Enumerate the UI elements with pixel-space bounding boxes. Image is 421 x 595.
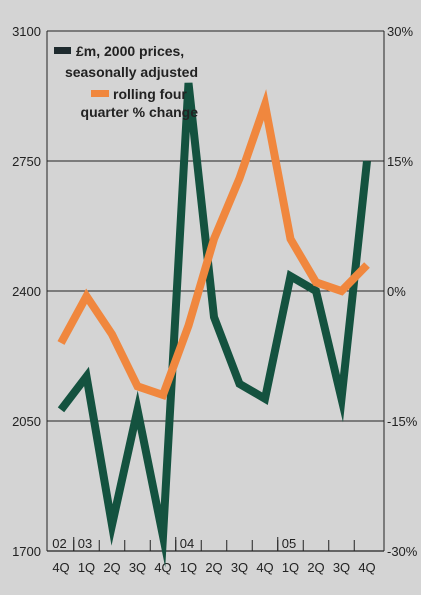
left-tick-label: 1700 [12,544,41,559]
x-tick-label: 4Q [52,560,69,575]
legend-swatch-gbp [54,47,71,54]
legend-label-pct-line1: rolling four [113,86,187,102]
x-tick-label: 4Q [154,560,171,575]
right-tick-label: 15% [387,154,413,169]
right-tick-label: -15% [387,414,418,429]
year-label: 04 [180,536,194,551]
right-tick-label: 30% [387,24,413,39]
left-tick-label: 3100 [12,24,41,39]
x-tick-label: 2Q [307,560,324,575]
series-line-gbp [57,82,371,568]
x-tick-label: 3Q [333,560,350,575]
x-tick-label: 4Q [358,560,375,575]
x-tick-label: 4Q [256,560,273,575]
x-tick-label: 1Q [78,560,95,575]
left-tick-label: 2750 [12,154,41,169]
x-tick-label: 1Q [180,560,197,575]
x-tick-label: 2Q [103,560,120,575]
left-tick-label: 2400 [12,284,41,299]
right-tick-label: -30% [387,544,418,559]
legend-label-pct-line2: quarter % change [81,104,199,120]
right-tick-label: 0% [387,284,406,299]
x-tick-label: 3Q [129,560,146,575]
year-label: 05 [282,536,296,551]
series-line-pct-change [57,89,370,401]
year-label: 02 [52,536,66,551]
legend-label-gbp-line2: seasonally adjusted [65,64,198,80]
legend-label-gbp-line1: £m, 2000 prices, [76,43,184,59]
year-label: 03 [78,536,92,551]
x-tick-label: 1Q [282,560,299,575]
legend-swatch-pct-change [91,90,109,97]
x-tick-label: 2Q [205,560,222,575]
left-tick-label: 2050 [12,414,41,429]
x-tick-label: 3Q [231,560,248,575]
